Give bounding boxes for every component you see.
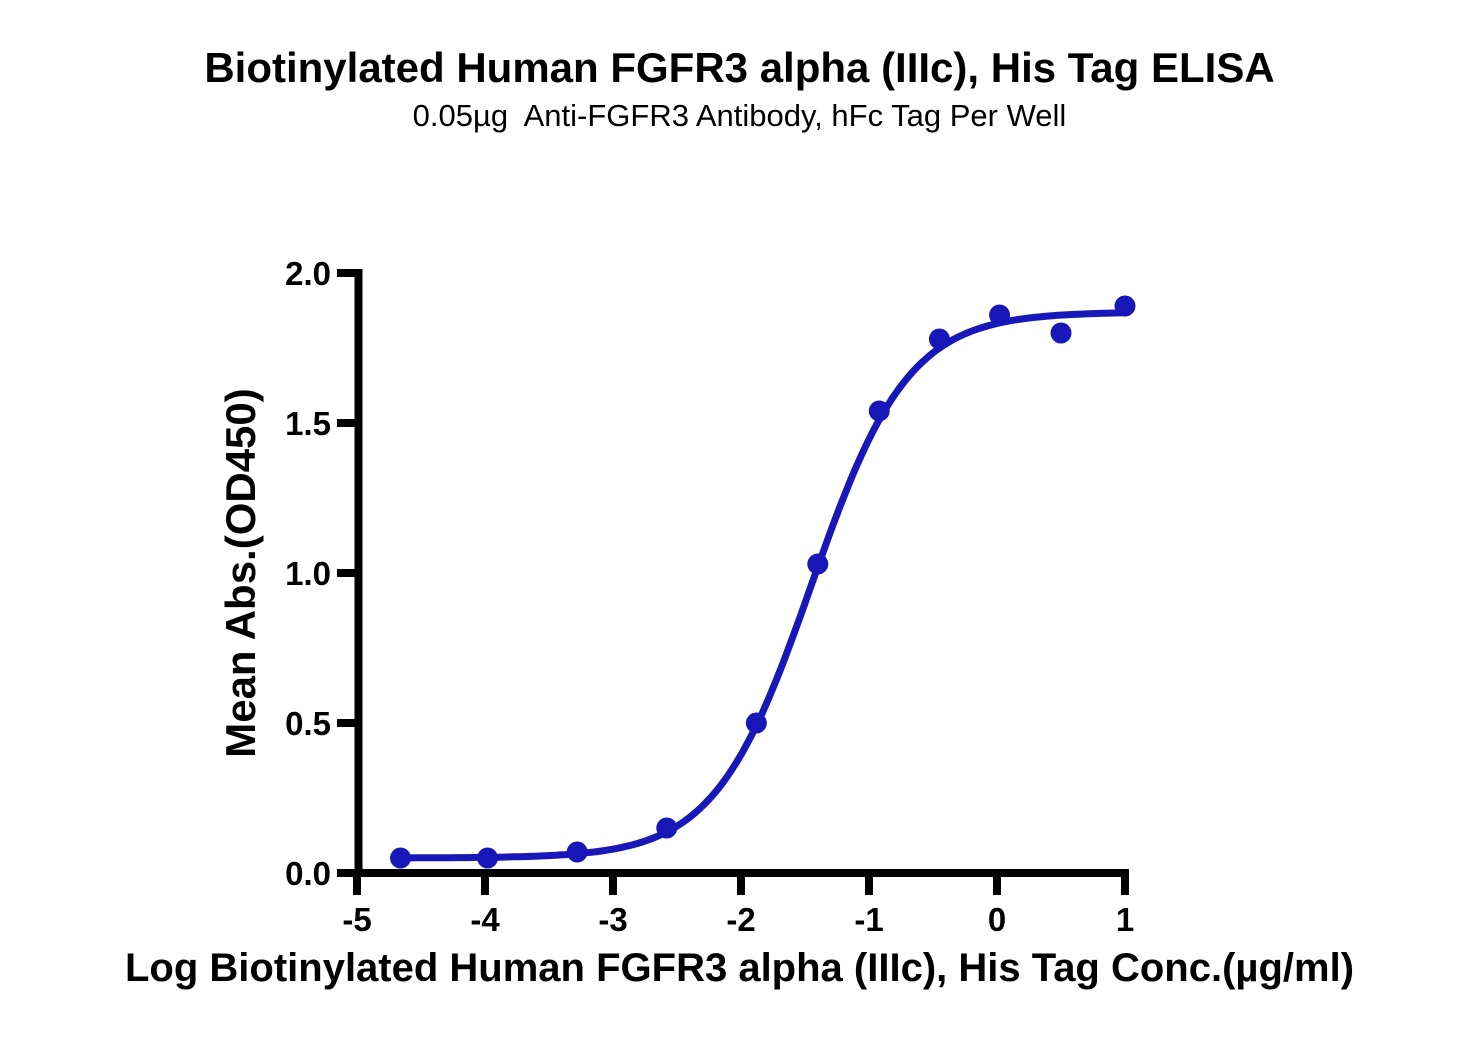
x-tick-label: -2 [726, 901, 755, 938]
chart-title: Biotinylated Human FGFR3 alpha (IIIc), H… [204, 44, 1275, 91]
y-tick-label: 0.0 [285, 855, 331, 892]
data-point-marker [807, 553, 829, 575]
dose-response-curve [397, 309, 1129, 862]
data-point-marker [868, 400, 890, 422]
y-axis-label: Mean Abs.(OD450) [217, 388, 264, 758]
x-tick-label: -1 [854, 901, 883, 938]
x-axis-label: Log Biotinylated Human FGFR3 alpha (IIIc… [124, 946, 1355, 990]
x-tick-label: 1 [1116, 901, 1134, 938]
data-point-marker [745, 712, 767, 734]
data-point-marker [1050, 322, 1072, 344]
x-tick-label: -4 [470, 901, 500, 938]
y-tick-label: 1.0 [285, 555, 331, 592]
data-point-marker [989, 304, 1011, 326]
x-tick-label: -5 [342, 901, 371, 938]
data-point-marker [390, 847, 412, 869]
data-point-marker [566, 841, 588, 863]
data-point-marker [928, 328, 950, 350]
chart-subtitle: 0.05µg Anti-FGFR3 Antibody, hFc Tag Per … [412, 98, 1067, 133]
y-tick-label: 2.0 [285, 255, 331, 292]
data-point-marker [1114, 295, 1136, 317]
data-point-marker [477, 847, 499, 869]
x-tick-label: -3 [598, 901, 627, 938]
data-point-marker [656, 817, 678, 839]
y-tick-label: 0.5 [285, 705, 331, 742]
y-tick-label: 1.5 [285, 405, 331, 442]
x-tick-label: 0 [988, 901, 1006, 938]
